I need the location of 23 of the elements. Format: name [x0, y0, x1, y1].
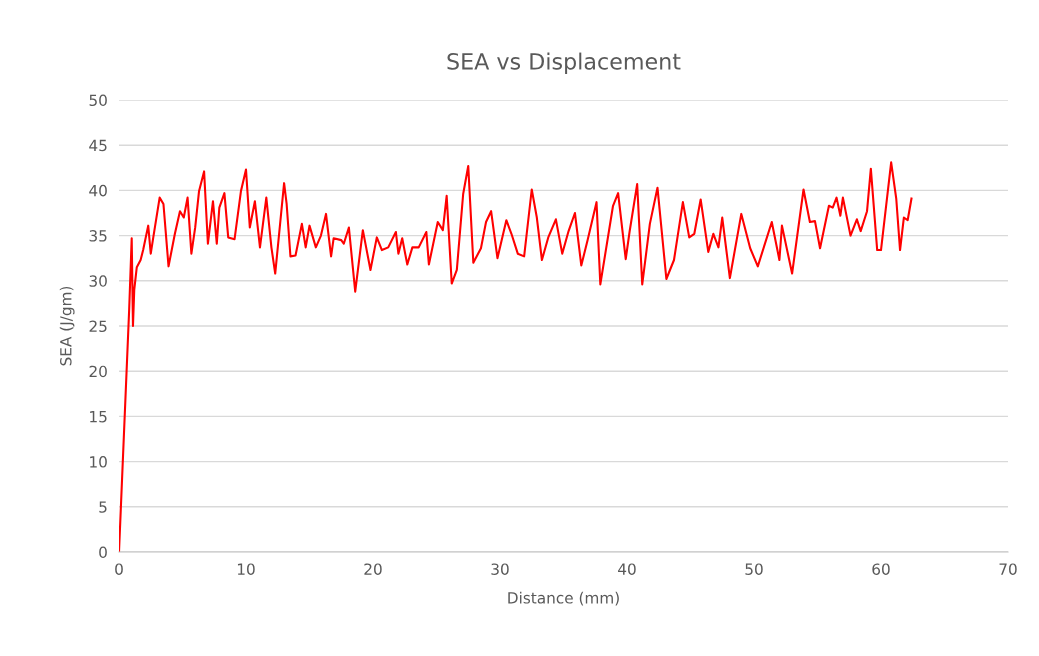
y-tick-label: 35 [89, 230, 107, 242]
y-tick-label: 5 [99, 501, 107, 513]
x-tick-label: 10 [237, 563, 255, 575]
y-tick-label: 45 [89, 139, 107, 152]
x-tick-label: 20 [364, 563, 382, 575]
y-tick-label: 10 [90, 456, 107, 468]
y-axis-title: SEA (J/gm) [59, 286, 75, 366]
x-tick-label: 70 [999, 563, 1017, 575]
x-tick-label: 40 [618, 563, 636, 575]
y-tick-label: 20 [89, 365, 107, 378]
y-tick-label: 50 [89, 94, 107, 107]
x-tick-label: 60 [872, 563, 890, 575]
y-tick-label: 25 [89, 320, 107, 333]
x-tick-label: 0 [115, 563, 123, 575]
y-tick-label: 15 [90, 411, 107, 423]
y-tick-label: 0 [99, 546, 107, 559]
x-axis-title: Distance (mm) [508, 591, 619, 606]
y-tick-label: 40 [89, 184, 107, 197]
y-tick-label: 30 [89, 275, 107, 287]
chart-title: SEA vs Displacement [447, 52, 681, 75]
x-tick-label: 50 [745, 563, 763, 575]
line-series [119, 161, 913, 552]
x-tick-label: 30 [491, 563, 509, 575]
